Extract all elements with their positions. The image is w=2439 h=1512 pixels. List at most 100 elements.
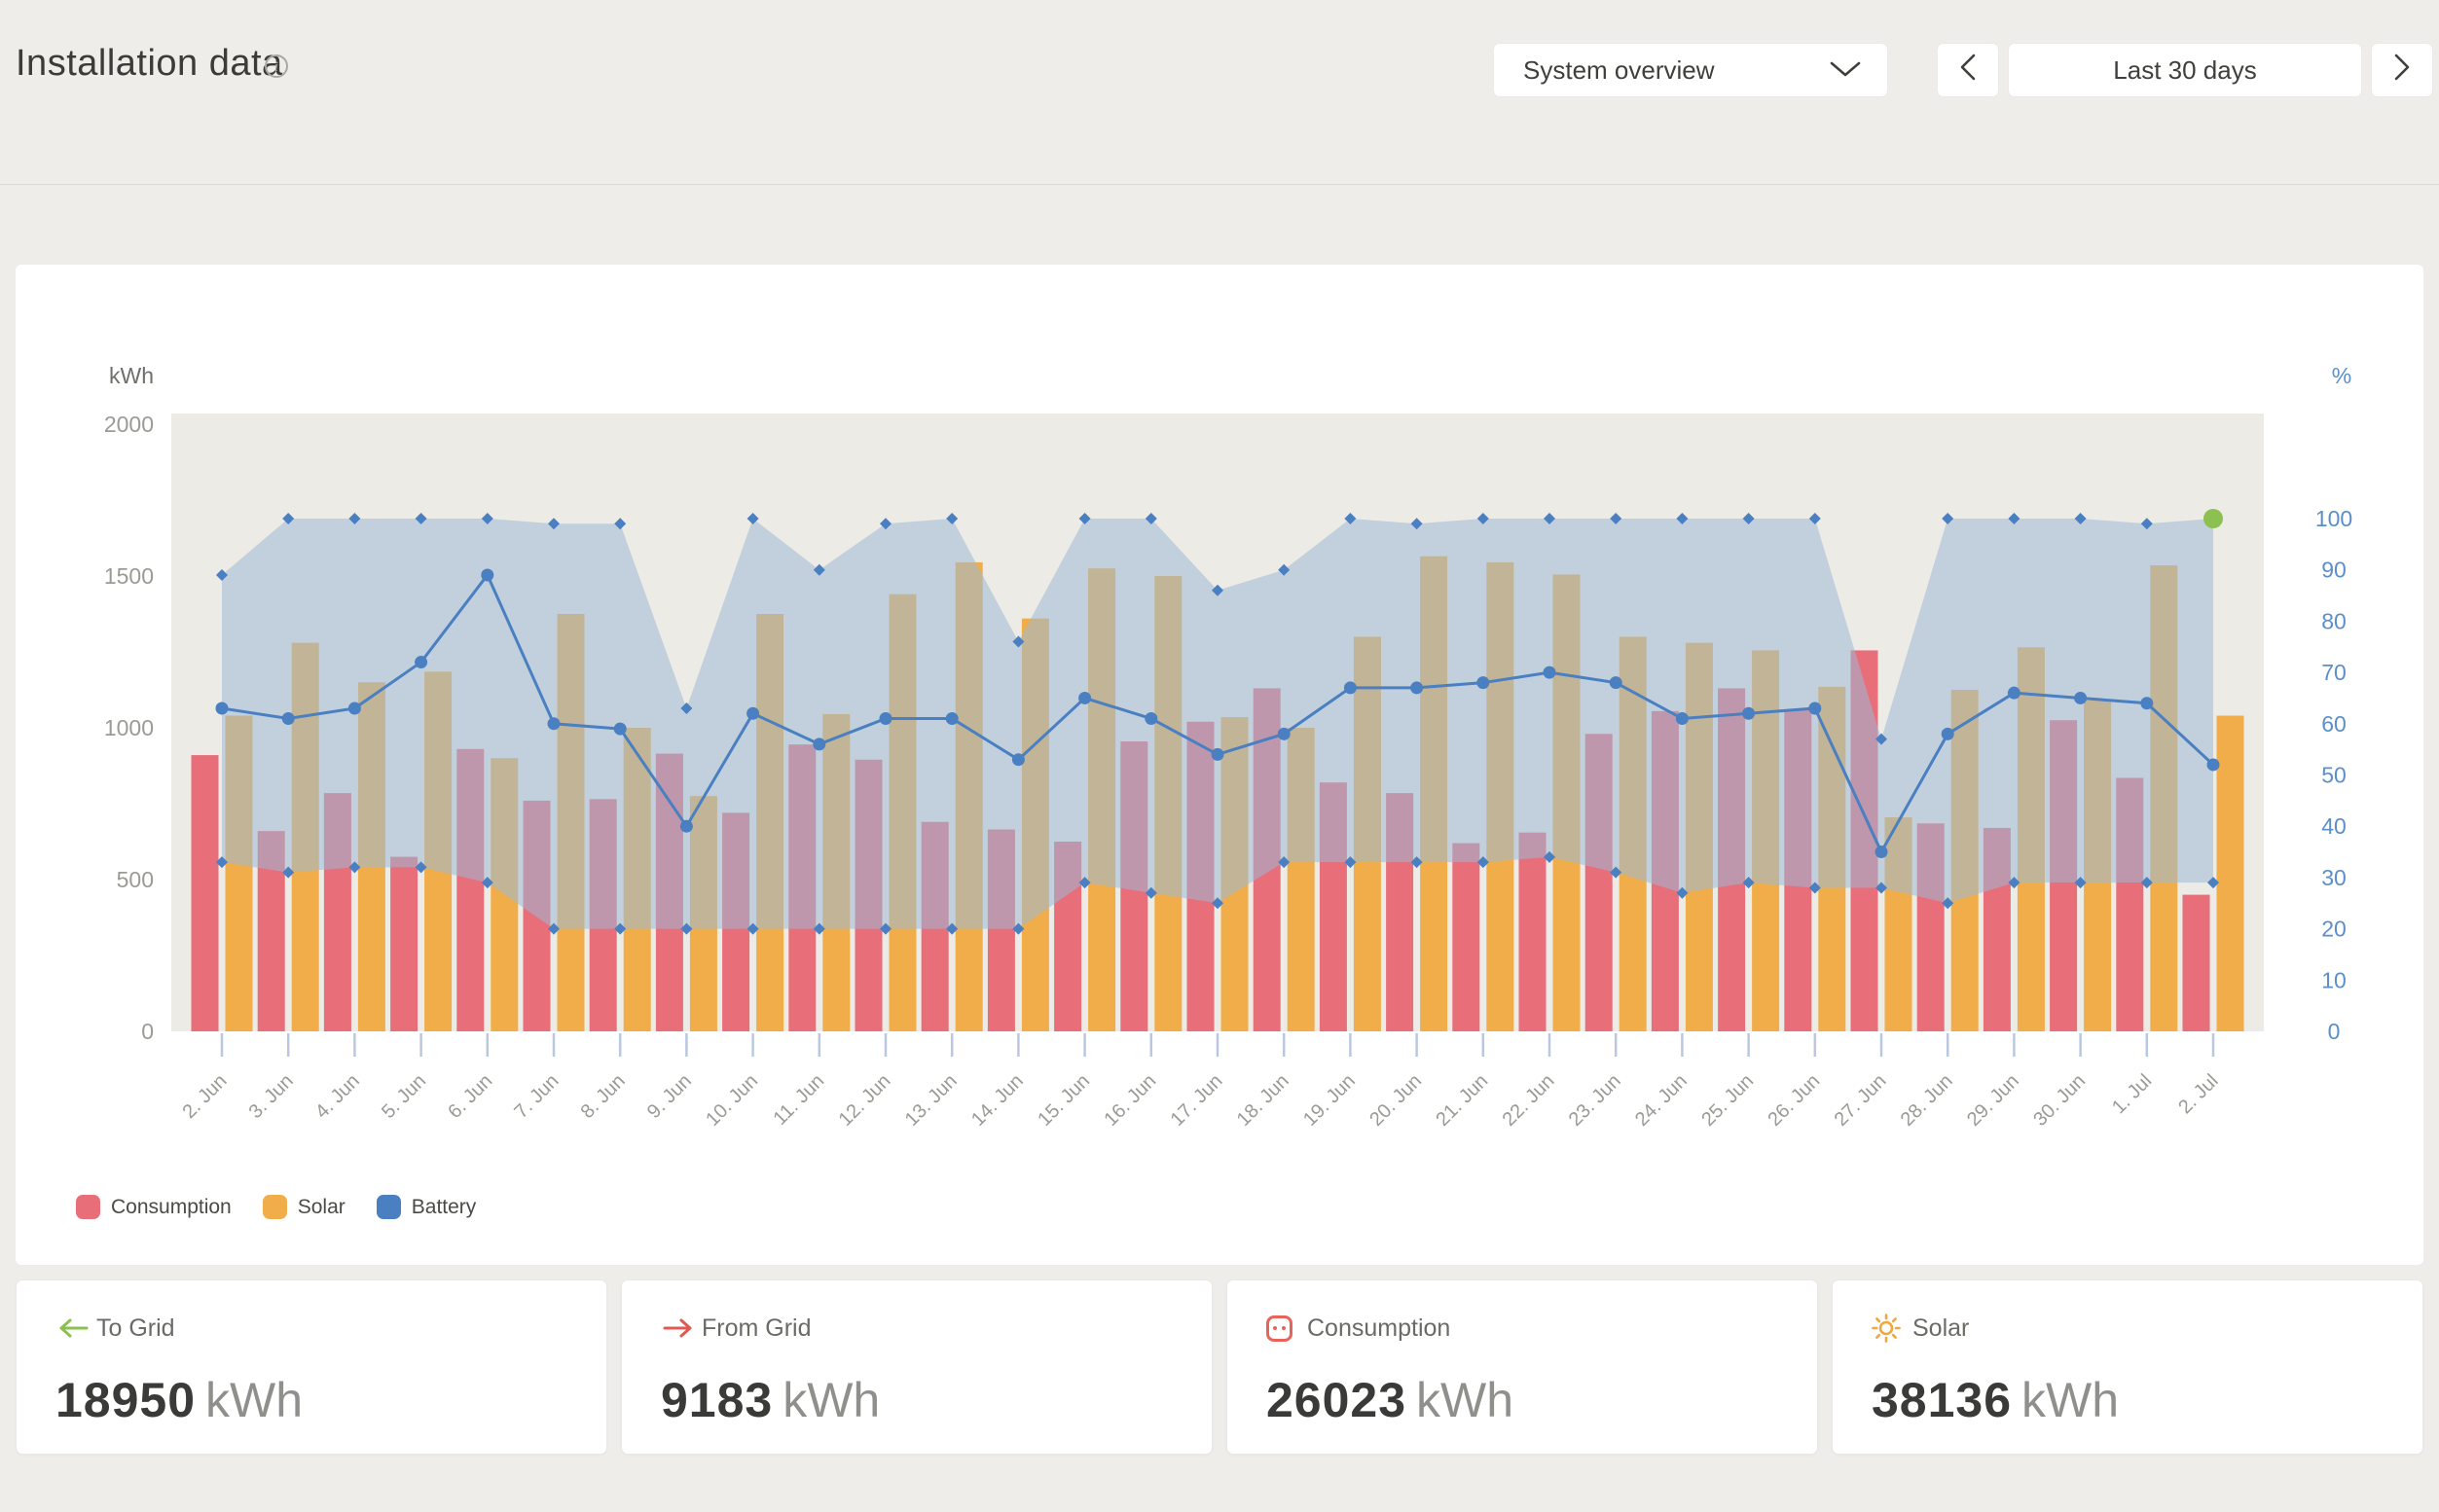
- band-diamond-marker: [2074, 877, 2087, 889]
- battery-point: [481, 568, 494, 582]
- band-diamond-marker: [415, 861, 427, 874]
- band-diamond-marker: [2008, 877, 2020, 889]
- legend-item-solar[interactable]: Solar: [262, 1195, 346, 1219]
- right-axis-tick: 50: [2321, 763, 2347, 788]
- chevron-left-icon: [1959, 54, 1977, 88]
- battery-point: [1277, 727, 1291, 740]
- band-diamond-marker: [1942, 897, 1954, 910]
- band-diamond-marker: [481, 877, 493, 889]
- band-diamond-marker: [614, 518, 627, 530]
- card-value: 26023: [1266, 1373, 1407, 1427]
- battery-point: [1145, 712, 1158, 726]
- solar-bar: [2216, 715, 2244, 1031]
- info-icon[interactable]: i: [265, 54, 288, 78]
- x-tick-label: 8. Jun: [577, 1070, 630, 1123]
- band-diamond-marker: [1410, 518, 1423, 530]
- prev-period-button[interactable]: [1937, 43, 1999, 97]
- x-tick-label: 23. Jun: [1565, 1070, 1625, 1131]
- sun-icon: [1872, 1314, 1907, 1343]
- battery-point: [215, 702, 229, 715]
- x-tick-label: 6. Jun: [444, 1070, 496, 1123]
- x-tick-label: 27. Jun: [1831, 1070, 1891, 1131]
- battery-point: [347, 702, 361, 715]
- x-tick-label: 30. Jun: [2029, 1070, 2090, 1131]
- x-tick-label: 29. Jun: [1963, 1070, 2023, 1131]
- right-axis-tick: 40: [2321, 813, 2347, 839]
- consumption-bar: [1452, 843, 1480, 1031]
- band-diamond-marker: [282, 866, 295, 879]
- date-range-button[interactable]: Last 30 days: [2008, 43, 2362, 97]
- band-diamond-marker: [348, 861, 361, 874]
- band-diamond-marker: [1676, 886, 1689, 899]
- legend-label-solar: Solar: [297, 1195, 346, 1218]
- band-diamond-marker: [813, 922, 825, 935]
- card-label: From Grid: [702, 1314, 812, 1342]
- right-axis-tick: 10: [2321, 967, 2347, 992]
- battery-point: [679, 819, 693, 833]
- battery-point: [1609, 676, 1622, 690]
- band-diamond-marker: [813, 563, 825, 576]
- battery-point: [1011, 753, 1025, 767]
- x-tick-label: 25. Jun: [1697, 1070, 1758, 1131]
- battery-point: [1543, 666, 1556, 679]
- band-diamond-marker: [1676, 513, 1689, 524]
- next-period-button[interactable]: [2371, 43, 2433, 97]
- battery-point: [1476, 676, 1490, 690]
- left-axis-tick: 1500: [104, 563, 154, 589]
- band-diamond-marker: [1278, 856, 1291, 869]
- battery-point: [1875, 846, 1888, 859]
- battery-band: [222, 519, 2213, 929]
- battery-point: [746, 706, 760, 720]
- x-tick-label: 13. Jun: [901, 1070, 962, 1131]
- page-header: Installation data i System overview Last…: [0, 0, 2439, 185]
- legend-item-battery[interactable]: Battery: [376, 1195, 476, 1219]
- x-tick-label: 1. Jul: [2108, 1070, 2156, 1118]
- band-diamond-marker: [1145, 513, 1157, 524]
- band-diamond-marker: [282, 513, 295, 524]
- x-tick-label: 2. Jun: [178, 1070, 231, 1123]
- band-diamond-marker: [614, 922, 627, 935]
- header-controls: System overview Last 30 days: [1493, 43, 2433, 97]
- x-tick-label: 14. Jun: [967, 1070, 1028, 1131]
- band-diamond-marker: [481, 513, 493, 524]
- power-socket-icon: [1266, 1314, 1301, 1342]
- installation-chart-panel: kWh 2000 1500 1000 500 0% 100 90 80 70 60 50 40 30 20 1…: [16, 265, 2423, 1265]
- battery-point: [281, 712, 295, 726]
- band-diamond-marker: [1012, 635, 1025, 648]
- system-overview-dropdown[interactable]: System overview: [1493, 43, 1888, 97]
- card-value: 18950: [55, 1373, 197, 1427]
- battery-point: [1808, 702, 1822, 715]
- battery-point: [2007, 686, 2020, 700]
- card-solar: Solar 38136 kWh: [1832, 1279, 2423, 1455]
- band-diamond-marker: [415, 513, 427, 524]
- legend-item-consumption[interactable]: Consumption: [76, 1195, 232, 1219]
- band-diamond-marker: [1476, 513, 1489, 524]
- x-tick-label: 22. Jun: [1499, 1070, 1559, 1131]
- chevron-right-icon: [2393, 54, 2411, 88]
- band-diamond-marker: [946, 513, 959, 524]
- band-diamond-marker: [1544, 513, 1555, 524]
- x-tick-label: 17. Jun: [1167, 1070, 1227, 1131]
- band-diamond-marker: [880, 518, 892, 530]
- band-diamond-marker: [1476, 856, 1489, 869]
- band-diamond-marker: [746, 513, 759, 524]
- battery-point: [2206, 758, 2220, 772]
- card-consumption: Consumption 26023 kWh: [1226, 1279, 1818, 1455]
- card-label: Solar: [1912, 1314, 1970, 1342]
- header-divider: [0, 184, 2439, 185]
- card-value: 9183: [661, 1373, 774, 1427]
- page-title: Installation data: [16, 43, 283, 84]
- date-range-label: Last 30 days: [2113, 54, 2257, 85]
- card-label: To Grid: [96, 1314, 175, 1342]
- card-unit: kWh: [783, 1373, 881, 1427]
- battery-point: [547, 717, 561, 731]
- battery-point: [2140, 697, 2154, 710]
- band-diamond-marker: [1212, 584, 1223, 596]
- band-diamond-marker: [1012, 922, 1025, 935]
- current-day-marker: [2203, 509, 2223, 528]
- band-diamond-marker: [680, 922, 693, 935]
- battery-swatch-icon: [376, 1195, 401, 1219]
- kpi-cards-row: To Grid 18950 kWh From Grid 9183 kWh Consu…: [16, 1279, 2423, 1455]
- x-tick-label: 24. Jun: [1631, 1070, 1692, 1131]
- band-diamond-marker: [548, 922, 560, 935]
